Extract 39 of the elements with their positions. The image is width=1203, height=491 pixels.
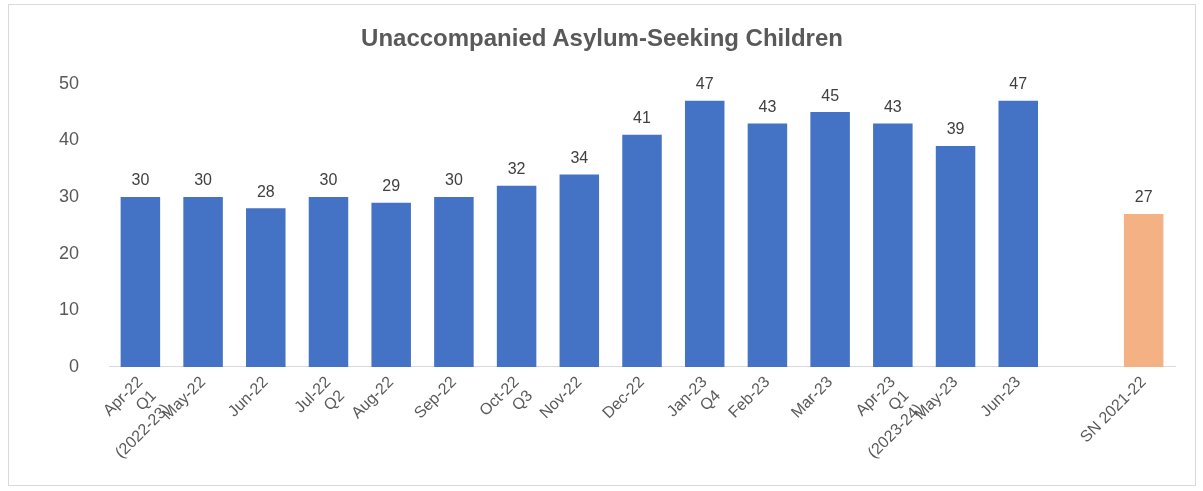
bar	[935, 146, 976, 367]
data-label: 29	[382, 177, 401, 195]
bar	[873, 123, 913, 367]
data-label: 30	[445, 171, 463, 189]
y-tick-label: 50	[58, 72, 80, 93]
chart-title: Unaccompanied Asylum-Seeking Children	[361, 24, 843, 52]
bar	[810, 112, 850, 367]
data-label: 30	[131, 171, 150, 189]
data-label: 27	[1134, 188, 1153, 206]
bar	[183, 197, 223, 367]
bar	[246, 208, 286, 367]
bar	[747, 123, 788, 367]
bar	[308, 197, 349, 367]
y-tick-label: 10	[58, 299, 80, 320]
data-label: 32	[507, 160, 526, 178]
data-label: 30	[319, 171, 338, 189]
data-label: 43	[883, 97, 902, 115]
bar	[434, 197, 474, 367]
data-label: 45	[821, 86, 840, 104]
bar	[684, 100, 725, 367]
bar	[1123, 214, 1164, 367]
data-label: 39	[946, 120, 965, 138]
y-tick-label: 20	[58, 242, 80, 263]
data-label: 47	[1009, 75, 1028, 93]
data-label: 43	[758, 97, 777, 115]
bar	[371, 202, 411, 367]
bar	[559, 174, 600, 367]
y-tick-label: 30	[58, 186, 80, 206]
bar	[496, 185, 537, 367]
bar	[120, 197, 161, 367]
y-tick-label: 0	[69, 355, 80, 376]
bar	[998, 100, 1038, 367]
data-label: 47	[695, 75, 714, 93]
data-label: 41	[633, 109, 652, 127]
data-label: 34	[570, 148, 589, 166]
data-label: 28	[256, 182, 275, 200]
bar	[622, 134, 662, 367]
data-label: 30	[194, 171, 213, 189]
y-tick-label: 40	[58, 129, 80, 150]
